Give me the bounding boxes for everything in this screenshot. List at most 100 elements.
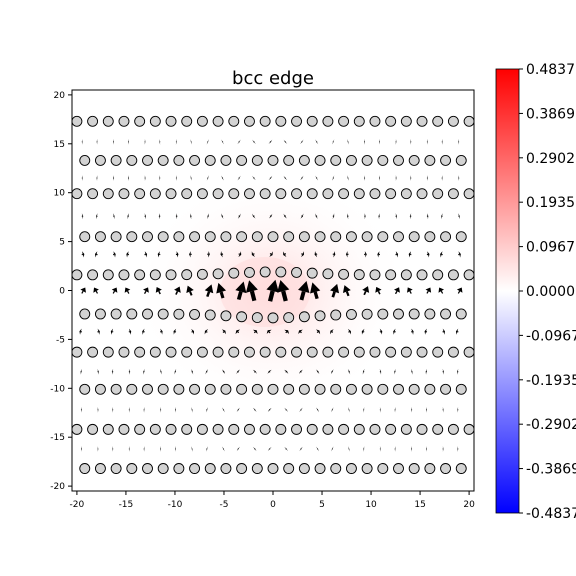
atom-marker xyxy=(377,308,389,320)
atom-marker xyxy=(432,115,444,127)
displacement-arrow-head xyxy=(440,251,443,258)
displacement-arrow xyxy=(267,290,275,302)
atom-marker xyxy=(118,423,130,435)
displacement-arrow-head xyxy=(157,251,160,258)
displacement-arrow-head xyxy=(458,251,461,258)
colorbar-tick-label: -0.4837 xyxy=(526,506,576,522)
displacement-arrow-head xyxy=(410,139,411,145)
displacement-arrow-head xyxy=(315,407,319,413)
colorbar-tick-label: -0.0967 xyxy=(526,328,576,344)
displacement-arrow-head xyxy=(221,329,226,335)
displacement-arrow xyxy=(253,331,256,334)
displacement-arrow-head xyxy=(266,329,272,334)
displacement-arrow-head xyxy=(126,251,129,258)
atom-marker xyxy=(149,423,161,435)
atom-marker xyxy=(79,308,91,320)
atom-marker xyxy=(275,423,287,435)
atom-marker xyxy=(173,231,185,243)
displacement-arrow xyxy=(457,290,461,294)
atom-marker xyxy=(157,463,169,474)
displacement-arrow-head xyxy=(252,213,256,219)
displacement-arrow-head xyxy=(395,175,397,181)
atom-marker xyxy=(165,188,177,200)
atoms-layer xyxy=(72,115,474,474)
displacement-arrow-head xyxy=(408,251,412,258)
y-axis: 20 15 10 5 0 -5 -10 -15 -20 xyxy=(50,91,72,492)
atom-marker xyxy=(126,383,138,395)
displacement-arrow-head xyxy=(457,407,459,413)
displacement-arrow-head xyxy=(347,369,351,375)
displacement-arrow-head xyxy=(314,251,318,258)
atom-marker xyxy=(447,188,459,200)
displacement-arrow-head xyxy=(113,175,115,181)
atom-marker xyxy=(251,154,263,166)
displacement-arrow-head xyxy=(80,287,86,293)
displacement-arrow-head xyxy=(347,213,349,220)
atom-marker xyxy=(377,231,389,243)
displacement-arrow xyxy=(269,253,272,255)
displacement-arrow-head xyxy=(315,329,321,335)
colorbar: 0.4837 0.3869 0.2902 0.1935 0.0967 0.0000 -0.0… xyxy=(495,62,576,522)
displacement-arrow-head xyxy=(299,446,303,452)
displacement-arrow-head xyxy=(364,139,365,145)
displacement-arrow-head xyxy=(394,446,396,452)
displacement-arrow xyxy=(300,331,302,334)
displacement-arrow-head xyxy=(176,175,177,181)
displacement-arrow-head xyxy=(284,407,288,412)
atom-marker xyxy=(424,383,436,395)
atom-marker xyxy=(330,383,342,395)
atom-marker xyxy=(251,383,263,395)
atom-marker xyxy=(314,463,326,474)
displacement-arrow-head xyxy=(216,282,227,294)
displacement-arrow-head xyxy=(190,175,192,181)
displacement-arrow-head xyxy=(113,213,115,220)
atom-marker xyxy=(416,188,428,200)
atom-marker xyxy=(283,383,295,395)
atom-marker xyxy=(110,154,122,166)
displacement-arrow-head xyxy=(330,329,334,335)
atom-marker xyxy=(189,308,201,320)
displacement-arrow-head xyxy=(348,446,350,452)
displacement-arrow-head xyxy=(332,139,335,145)
atom-marker xyxy=(338,346,350,358)
displacement-arrow-head xyxy=(159,175,160,181)
atom-marker xyxy=(353,188,365,200)
displacement-arrow-head xyxy=(143,287,149,293)
atom-marker xyxy=(134,269,146,281)
displacement-arrow-head xyxy=(407,287,413,293)
atom-marker xyxy=(291,188,302,200)
atom-marker xyxy=(259,423,271,435)
displacement-arrow-head xyxy=(330,369,334,375)
y-tick-label: -20 xyxy=(50,482,65,492)
atom-marker xyxy=(463,115,474,127)
displacement-arrow xyxy=(345,291,350,297)
displacement-arrow-head xyxy=(268,175,273,181)
displacement-arrow-head xyxy=(425,368,427,375)
displacement-arrow-head xyxy=(97,368,99,375)
displacement-arrow xyxy=(81,290,84,294)
atom-marker xyxy=(424,308,436,320)
atom-marker xyxy=(314,154,326,166)
atom-marker xyxy=(361,231,373,243)
displacement-arrow-head xyxy=(128,328,132,335)
displacement-arrow-head xyxy=(252,446,257,452)
displacement-arrow xyxy=(126,290,130,294)
displacement-arrow-head xyxy=(237,175,241,181)
displacement-arrow-head xyxy=(159,139,161,145)
displacement-arrow-head xyxy=(238,251,242,258)
displacement-arrow xyxy=(253,253,255,255)
atom-marker xyxy=(173,463,185,474)
displacement-arrow-head xyxy=(363,446,365,452)
atom-marker xyxy=(220,154,232,166)
atom-marker xyxy=(385,188,397,200)
displacement-arrow-head xyxy=(160,407,162,413)
displacement-arrow-head xyxy=(236,369,241,375)
displacement-arrow-head xyxy=(342,285,351,294)
atom-marker xyxy=(157,231,169,243)
displacement-arrow xyxy=(206,331,208,333)
y-tick-label: 15 xyxy=(54,140,65,150)
x-tick-label: -10 xyxy=(168,500,183,510)
atom-marker xyxy=(236,154,248,166)
atom-marker xyxy=(369,269,381,281)
displacement-arrow-head xyxy=(175,139,177,145)
